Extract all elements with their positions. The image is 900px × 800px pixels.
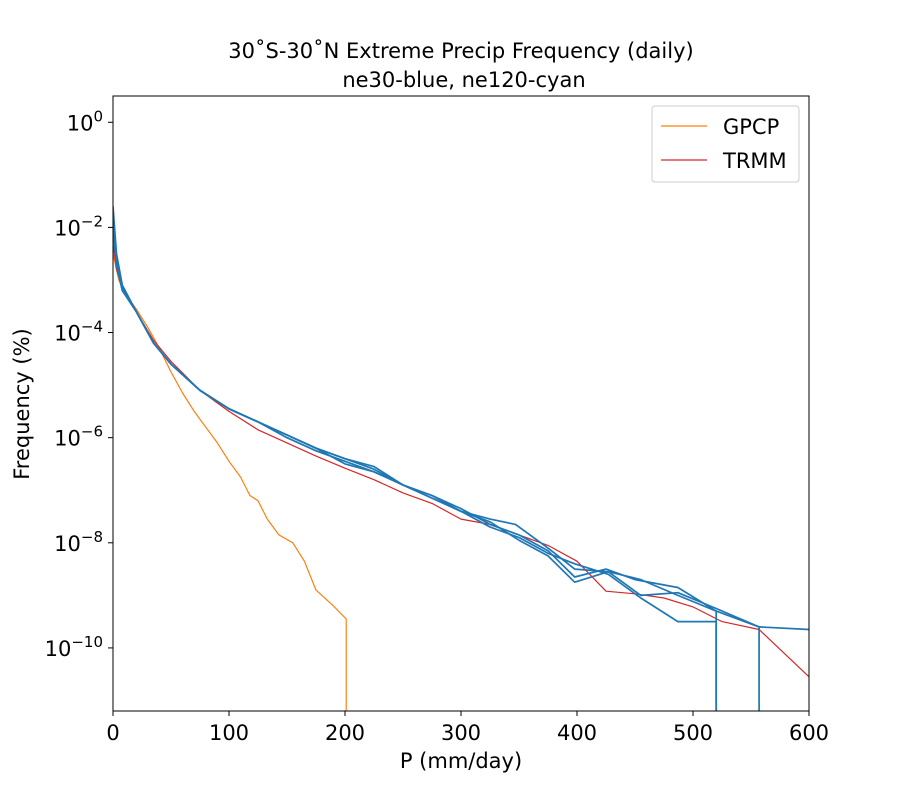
series-line-ne120-model-1 [113,222,718,711]
series-line-ne30-model-2 [113,211,809,631]
x-tick-label: 0 [106,721,119,745]
x-tick-label: 100 [209,721,249,745]
legend-box [651,105,800,183]
x-tick-label: 200 [325,721,365,745]
legend-label-gpcp: GPCP [723,115,779,139]
y-tick-label: 100 [67,107,103,135]
series-lines [113,206,809,711]
x-axis-label: P (mm/day) [400,749,522,773]
chart-subtitle: ne30-blue, ne120-cyan [342,68,585,92]
series-line-gpcp [113,253,347,711]
y-tick-label: 10−6 [54,423,103,451]
y-tick-label: 10−4 [54,318,103,346]
y-tick-label: 10−2 [54,212,103,240]
x-axis: 0 100 200 300 400 500 600 [106,711,829,745]
chart-title: 30˚S-30˚N Extreme Precip Frequency (dail… [228,39,693,63]
y-axis-label: Frequency (%) [10,328,34,480]
x-tick-label: 500 [673,721,713,745]
series-line-ne120-model-2 [113,227,760,711]
y-tick-label: 10−8 [54,528,103,556]
y-tick-label: 10−10 [45,633,103,661]
series-line-ne30-model-1 [113,206,718,711]
series-line-trmm [113,243,809,678]
y-axis: 100 10−2 10−4 10−6 10−8 10−10 [45,107,113,661]
x-tick-label: 300 [441,721,481,745]
legend: GPCP TRMM [651,105,800,183]
x-tick-label: 600 [789,721,829,745]
x-tick-label: 400 [557,721,597,745]
legend-label-trmm: TRMM [722,149,787,173]
